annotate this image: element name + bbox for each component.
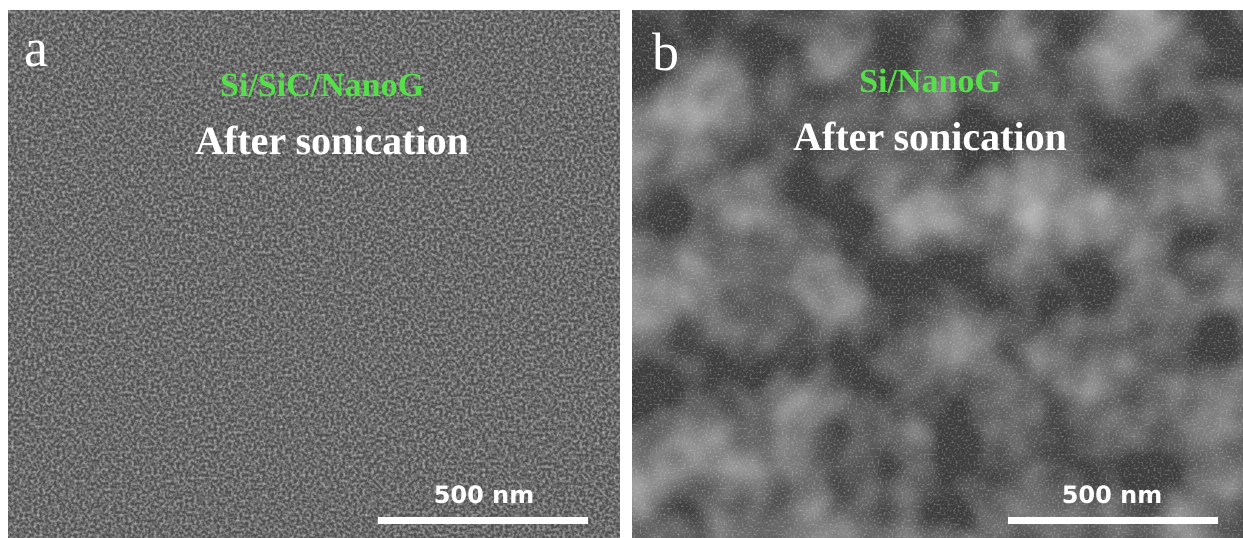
condition: After sonication <box>195 118 469 163</box>
panel-b: b Si/NanoG After sonication 500 nm <box>632 10 1243 538</box>
panel-a: a Si/SiC/NanoG After sonication 500 nm <box>8 10 620 538</box>
condition: After sonication <box>793 114 1067 159</box>
sample-name: Si/SiC/NanoG <box>220 67 424 104</box>
scale-bar-label: 500 nm <box>1062 481 1163 509</box>
scale-bar <box>378 517 588 524</box>
scale-bar <box>1008 517 1218 524</box>
figure: a Si/SiC/NanoG After sonication 500 nm b… <box>0 0 1243 538</box>
scale-bar-label: 500 nm <box>434 481 535 509</box>
sample-name: Si/NanoG <box>859 63 1001 100</box>
panel-label: a <box>24 18 48 78</box>
panel-label: b <box>652 22 679 82</box>
